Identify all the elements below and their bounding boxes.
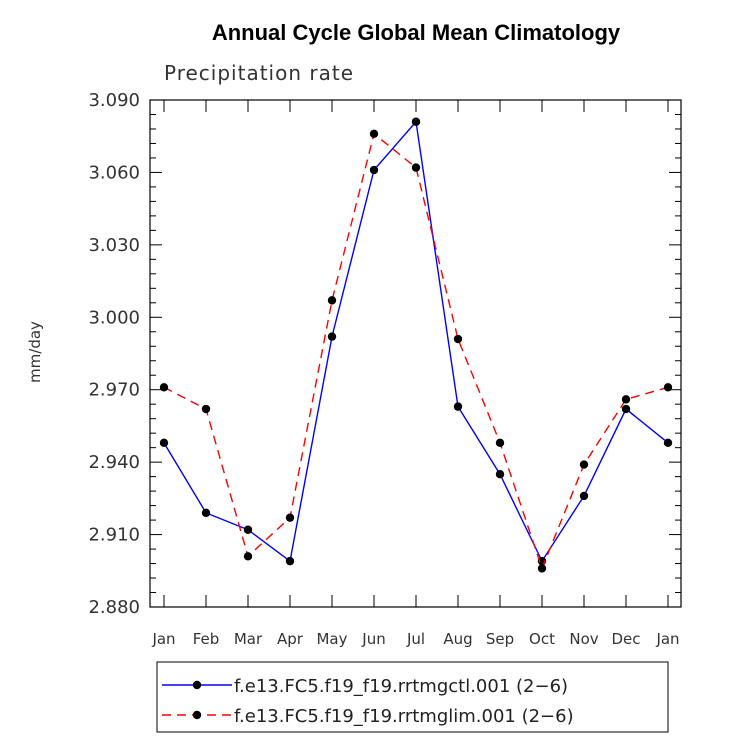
series-1-point: [579, 491, 589, 501]
x-tick-label: Aug: [443, 630, 472, 648]
series-2-point: [285, 513, 295, 522]
series-1-point: [243, 525, 253, 534]
series-1-point: [369, 165, 379, 175]
legend-box: [156, 661, 669, 733]
y-tick-label: 3.000: [88, 307, 140, 328]
x-tick-label: Jan: [151, 630, 175, 648]
series-1-point: [201, 508, 211, 518]
x-tick-label: Nov: [569, 630, 598, 648]
series-2-point: [579, 460, 589, 469]
x-tick-label: Dec: [611, 630, 640, 648]
series-2-point: [327, 296, 337, 305]
legend-label-2: f.e13.FC5.f19_f19.rrtmglim.001 (2−6): [234, 706, 574, 727]
legend-marker-1: [192, 680, 202, 690]
series-2-point: [621, 395, 631, 404]
series-1-point: [495, 470, 505, 479]
series-1-point: [621, 404, 631, 414]
x-tick-label: Sep: [486, 630, 514, 648]
x-tick-label: Oct: [529, 630, 555, 648]
x-tick-label: Mar: [234, 630, 263, 648]
series-1-point: [411, 117, 421, 126]
y-tick-label: 3.090: [88, 90, 140, 111]
x-tick-label: May: [316, 630, 347, 648]
x-tick-label: Jul: [406, 630, 425, 648]
x-tick-labels: Jan Feb Mar Apr May Jun Jul Aug Sep Oct Nov Dec Jan: [151, 630, 679, 648]
x-tick-label: Feb: [193, 630, 220, 648]
plot-frame: [149, 99, 682, 608]
series-1-point: [159, 438, 169, 448]
y-tick-label: 2.940: [88, 452, 140, 473]
series-line-2: [163, 132, 669, 571]
series-1-point: [453, 402, 463, 411]
axis-ticks: [150, 99, 681, 608]
series-1-point: [285, 556, 295, 566]
series-2-point: [453, 334, 463, 344]
legend: f.e13.FC5.f19_f19.rrtmgctl.001 (2−6) f.e1…: [156, 661, 669, 733]
y-tick-label: 3.060: [88, 162, 140, 183]
chart-title: Annual Cycle Global Mean Climatology: [212, 20, 621, 45]
legend-marker-2: [192, 710, 202, 720]
series-layer: [159, 117, 673, 573]
y-tick-label: 2.970: [88, 380, 140, 401]
chart-subtitle: Precipitation rate: [164, 61, 354, 85]
series-1-point: [327, 332, 337, 341]
series-2-point: [243, 552, 253, 561]
series-1-point: [663, 438, 673, 448]
y-tick-label: 3.030: [88, 235, 140, 256]
x-tick-label: Apr: [277, 630, 304, 648]
series-2-point: [537, 564, 547, 573]
series-2-point: [201, 404, 211, 414]
legend-label-1: f.e13.FC5.f19_f19.rrtmgctl.001 (2−6): [234, 676, 568, 697]
series-2-point: [495, 438, 505, 448]
series-2-point: [159, 383, 169, 392]
y-tick-label: 2.880: [88, 597, 140, 618]
y-tick-labels: 2.880 2.910 2.940 2.970 3.000 3.030 3.060 3.090: [88, 90, 140, 618]
y-tick-label: 2.910: [88, 525, 140, 546]
series-2-point: [411, 163, 421, 172]
series-line-1: [163, 120, 669, 563]
x-tick-label: Jun: [361, 630, 385, 648]
series-2-point: [663, 383, 673, 392]
y-axis-label: mm/day: [26, 321, 44, 383]
series-2-point: [369, 129, 379, 138]
x-tick-label: Jan: [655, 630, 679, 648]
